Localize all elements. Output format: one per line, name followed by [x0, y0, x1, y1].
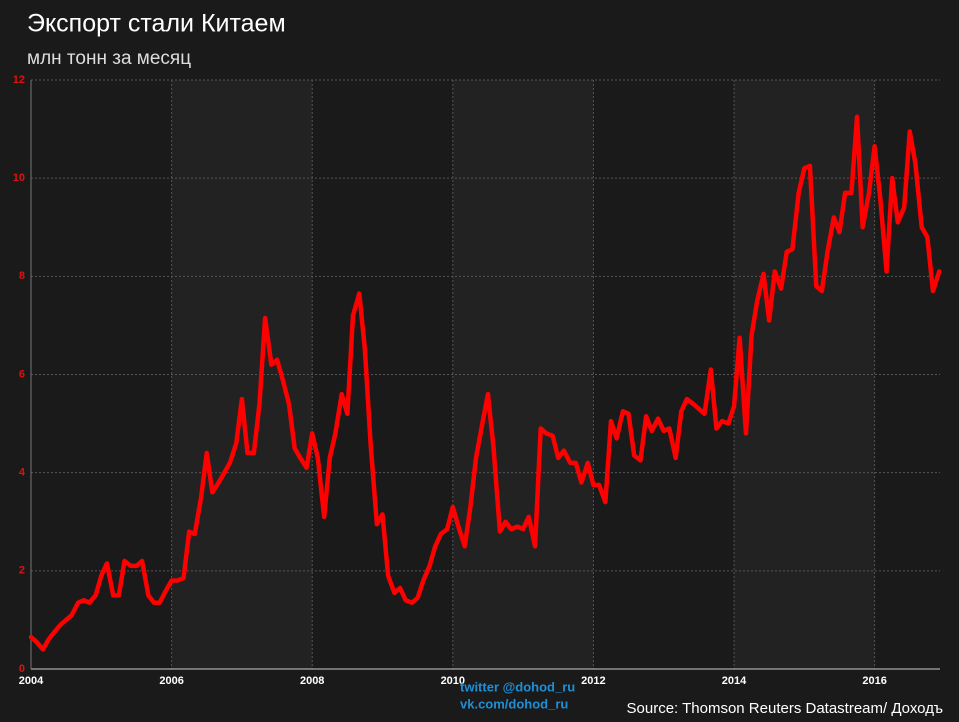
- watermark: vk.com/dohod_ru: [460, 696, 568, 711]
- x-tick-label: 2004: [19, 675, 44, 687]
- x-tick-label: 2012: [581, 675, 605, 687]
- x-tick-label: 2006: [159, 675, 183, 687]
- y-tick-label: 10: [13, 172, 25, 184]
- chart-title: Экспорт стали Китаем: [27, 10, 286, 38]
- y-tick-label: 4: [19, 467, 26, 479]
- x-tick-label: 2016: [862, 675, 886, 687]
- watermark: twitter @dohod_ru: [460, 679, 575, 694]
- x-tick-label: 2008: [300, 675, 324, 687]
- y-tick-label: 0: [19, 663, 25, 675]
- y-tick-label: 12: [13, 74, 25, 86]
- x-tick-label: 2014: [722, 675, 747, 687]
- source: Source: Thomson Reuters Datastream/ Дохо…: [627, 700, 943, 717]
- y-tick-label: 8: [19, 270, 25, 282]
- line: [28, 114, 942, 652]
- y-tick-label: 6: [19, 368, 25, 380]
- chart-subtitle: млн тонн за месяц: [27, 48, 191, 69]
- x-tick-label: 2010: [441, 675, 465, 687]
- y-tick-label: 2: [19, 565, 25, 577]
